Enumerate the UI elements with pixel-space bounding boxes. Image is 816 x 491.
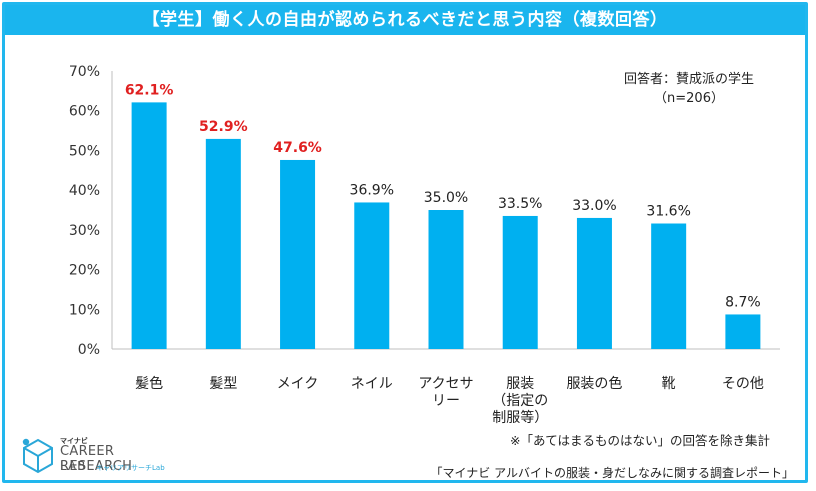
bar-value-label: 47.6% [273,140,322,156]
logo-subtitle: キャリアリサーチLab [96,464,165,472]
y-tick-label: 70% [69,64,100,80]
x-tick-label: メイク [277,376,319,392]
chart-title: 【学生】働く人の自由が認められるべきだと思う内容（複数回答） [5,5,805,35]
x-tick-label: 髪色 [135,375,163,392]
respondent-line2: （n=206） [654,91,724,106]
respondent-line1: 回答者：賛成派の学生 [623,72,754,87]
logo-name: CAREER RESEARCH [60,444,133,474]
logo-brand: マイナビ [60,437,88,445]
cube-logo-icon [22,438,53,474]
x-tick-label: （指定の [492,393,548,409]
footnote: ※「あてはまるものはない」の回答を除き集計 [510,433,770,448]
x-tick-label: 制服等） [492,409,548,426]
y-tick-label: 50% [69,143,100,159]
y-tick-label: 10% [69,302,100,318]
career-research-lab-logo: マイナビ CAREER RESEARCH LAB キャリアリサーチLab [20,436,190,476]
bar [651,223,687,349]
y-tick-label: 60% [69,104,100,120]
bar-value-label: 31.6% [646,204,690,220]
bar [502,215,538,349]
bar-value-label: 33.0% [572,198,616,214]
x-tick-label: ネイル [351,376,393,392]
y-tick-label: 0% [78,342,100,358]
bar-value-label: 35.0% [424,190,468,206]
bar-value-label: 52.9% [199,119,248,135]
bar [280,159,316,349]
bar [354,202,390,349]
y-tick-label: 30% [69,223,100,239]
respondent-note: 回答者：賛成派の学生 （n=206） [604,70,774,108]
x-tick-label: 服装 [506,376,534,392]
bar-value-label: 36.9% [350,182,394,198]
x-tick-label: 髪型 [209,376,237,392]
x-tick-label: リー [432,393,460,409]
x-tick-label: その他 [722,376,764,392]
y-tick-label: 40% [69,183,100,199]
bar [205,138,241,349]
bar [576,217,612,349]
bar [725,314,761,349]
source-note: 「マイナビ アルバイトの服装・身だしなみに関する調査レポート」 [430,466,794,480]
x-tick-label: 服装の色 [566,375,622,392]
bar [428,210,464,349]
y-tick-label: 20% [69,263,100,279]
bar-value-label: 33.5% [498,196,542,212]
bar-value-label: 8.7% [725,294,761,310]
x-tick-label: 靴 [662,376,676,392]
bar [131,102,167,349]
logo-lab: LAB [60,459,87,473]
x-tick-label: アクセサ [418,376,473,392]
bar-value-label: 62.1% [125,82,174,98]
